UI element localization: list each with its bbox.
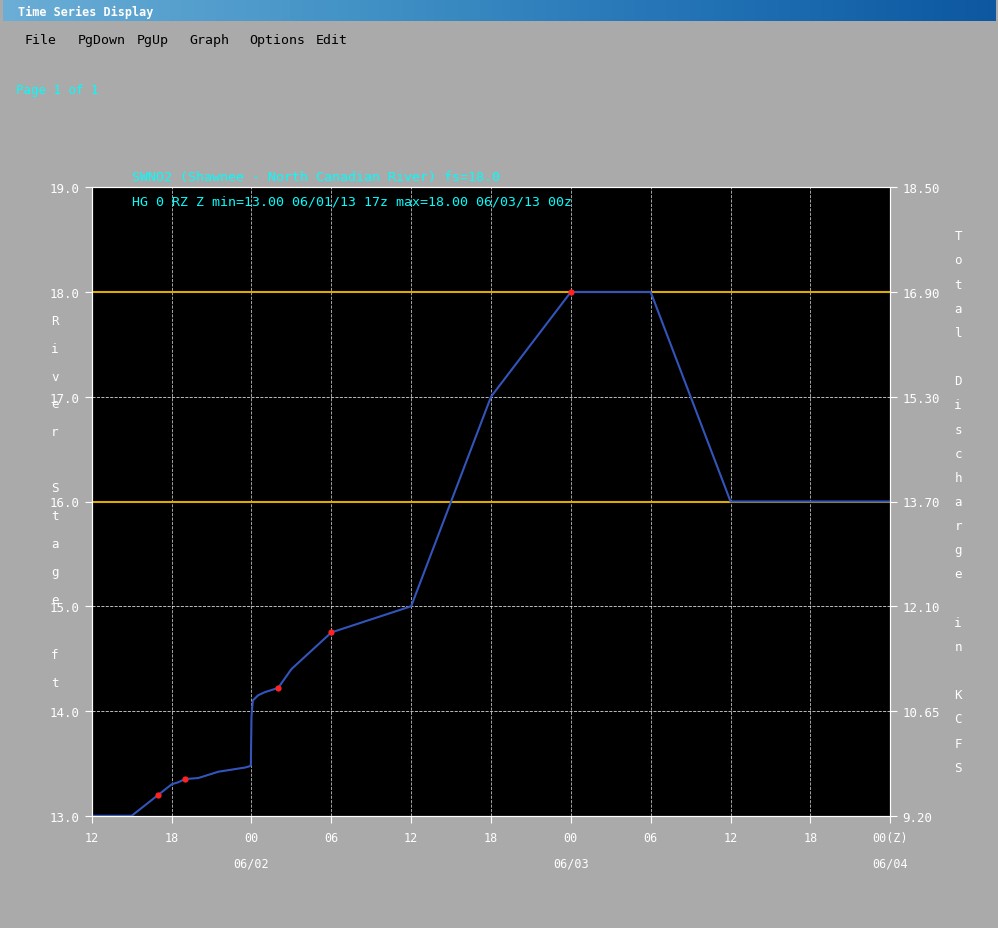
Text: Time Series Display: Time Series Display (18, 6, 154, 19)
Text: 00(Z): 00(Z) (872, 831, 908, 844)
Text: t: t (51, 677, 59, 690)
Text: 18: 18 (803, 831, 817, 844)
Text: e: e (954, 568, 962, 581)
Text: D: D (954, 375, 962, 388)
Text: 06: 06 (644, 831, 658, 844)
Text: 06/02: 06/02 (234, 857, 269, 870)
Text: s: s (954, 423, 962, 436)
Text: File: File (25, 34, 57, 47)
Text: SWNO2 (Shawnee - North Canadian River) fs=18.0: SWNO2 (Shawnee - North Canadian River) f… (132, 171, 500, 184)
Text: v: v (51, 370, 59, 383)
Text: 00: 00 (245, 831, 258, 844)
Text: i: i (51, 342, 59, 355)
Text: a: a (51, 537, 59, 550)
Text: R: R (51, 315, 59, 328)
Text: n: n (954, 640, 962, 653)
Text: o: o (954, 254, 962, 267)
Text: c: c (954, 447, 962, 460)
Text: e: e (51, 398, 59, 411)
Text: 18: 18 (165, 831, 179, 844)
Text: t: t (51, 509, 59, 522)
Text: K: K (954, 689, 962, 702)
Text: g: g (954, 544, 962, 557)
Text: 12: 12 (404, 831, 418, 844)
Text: 06/04: 06/04 (872, 857, 908, 870)
Text: S: S (954, 761, 962, 774)
Text: t: t (954, 278, 962, 291)
Text: 06/03: 06/03 (553, 857, 589, 870)
Text: F: F (954, 737, 962, 750)
Text: Edit: Edit (315, 34, 347, 47)
Text: PgUp: PgUp (137, 34, 169, 47)
Text: h: h (954, 471, 962, 484)
Text: l: l (954, 327, 962, 340)
Text: r: r (954, 520, 962, 533)
Text: 06: 06 (324, 831, 338, 844)
Text: 12: 12 (724, 831, 738, 844)
Text: r: r (51, 426, 59, 439)
Text: e: e (51, 593, 59, 606)
Text: 12: 12 (85, 831, 99, 844)
Text: i: i (954, 616, 962, 629)
Text: i: i (954, 399, 962, 412)
Text: Page 1 of 1: Page 1 of 1 (16, 84, 99, 97)
Text: a: a (954, 303, 962, 316)
Text: T: T (954, 230, 962, 243)
Text: HG 0 RZ Z min=13.00 06/01/13 17z max=18.00 06/03/13 00z: HG 0 RZ Z min=13.00 06/01/13 17z max=18.… (132, 196, 572, 209)
Text: g: g (51, 565, 59, 578)
Text: f: f (51, 649, 59, 662)
Text: C: C (954, 713, 962, 726)
Text: Options: Options (250, 34, 305, 47)
Text: S: S (51, 482, 59, 495)
Text: Graph: Graph (190, 34, 230, 47)
Text: PgDown: PgDown (78, 34, 126, 47)
Text: 00: 00 (564, 831, 578, 844)
Text: 18: 18 (484, 831, 498, 844)
Text: a: a (954, 496, 962, 509)
